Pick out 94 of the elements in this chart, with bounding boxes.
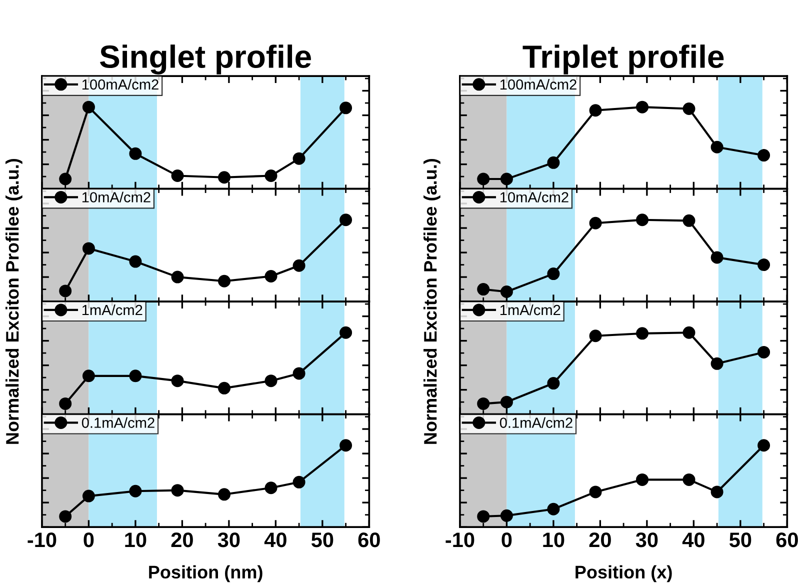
point [292, 152, 306, 165]
point [500, 396, 513, 408]
point [682, 473, 696, 486]
point [500, 509, 513, 522]
point [264, 169, 278, 182]
y-axis-title: Normalized Exciton Profilee (a.u.) [6, 158, 22, 444]
legend-label: 1mA/cm2 [500, 304, 560, 316]
x-tick-label: -10 [446, 532, 474, 548]
point [758, 439, 770, 452]
point [292, 259, 306, 272]
point [129, 370, 142, 382]
point [340, 326, 352, 339]
point [710, 357, 724, 370]
point [636, 473, 649, 486]
point [264, 270, 278, 282]
point [710, 140, 724, 154]
point [82, 490, 95, 502]
chart-title: Triplet profile [522, 44, 724, 74]
point [129, 147, 142, 160]
x-tick-label: 40 [264, 532, 286, 548]
x-tick-label: 20 [171, 532, 193, 548]
point [292, 476, 306, 488]
legend-label: 10mA/cm2 [82, 192, 150, 202]
point [59, 172, 72, 186]
point [589, 104, 602, 117]
point [758, 258, 770, 272]
point [710, 486, 724, 498]
point [477, 283, 490, 296]
point [59, 510, 72, 523]
point [218, 382, 231, 394]
x-tick-label: 0 [84, 532, 94, 548]
x-tick-label: 0 [502, 532, 512, 548]
point [636, 327, 649, 340]
point [340, 102, 352, 114]
point [758, 149, 770, 162]
point [171, 484, 184, 497]
point [547, 156, 560, 169]
point [500, 286, 513, 298]
point [292, 367, 306, 380]
point [129, 484, 142, 498]
point [710, 251, 724, 264]
point [682, 102, 696, 115]
point [340, 439, 352, 452]
legend-label: 1mA/cm2 [82, 304, 142, 316]
point [264, 482, 278, 494]
point [59, 397, 72, 410]
chart-title: Singlet profile [100, 44, 311, 74]
point [589, 330, 602, 342]
legend-label: 0.1mA/cm2 [500, 417, 572, 428]
x-tick-label: 10 [543, 532, 564, 548]
point [477, 397, 490, 410]
point [59, 284, 72, 298]
x-tick-label: 10 [125, 532, 146, 548]
x-tick-label: 60 [776, 532, 798, 548]
legend-label: 0.1mA/cm2 [82, 417, 154, 428]
point [477, 172, 490, 186]
x-tick-label: 40 [682, 532, 704, 548]
point [547, 502, 560, 516]
point [547, 377, 560, 390]
point [636, 214, 649, 226]
x-tick-label: 50 [729, 532, 752, 548]
x-tick-label: 30 [218, 532, 240, 548]
x-tick-label: -10 [28, 532, 56, 548]
point [218, 274, 231, 288]
point [589, 486, 602, 498]
point [589, 216, 602, 230]
point [129, 255, 142, 268]
x-tick-label: 30 [636, 532, 658, 548]
point [82, 242, 95, 255]
point [218, 171, 231, 184]
point [171, 374, 184, 388]
point [82, 370, 95, 382]
point [340, 214, 352, 226]
point [264, 374, 278, 388]
legend-label: 100mA/cm2 [82, 78, 158, 90]
x-tick-label: 50 [311, 532, 334, 548]
x-axis-title: Position (nm) [149, 565, 262, 582]
point [82, 100, 95, 114]
point [682, 214, 696, 227]
point [218, 488, 231, 501]
x-tick-label: 60 [358, 532, 380, 548]
point [682, 326, 696, 339]
point [171, 270, 184, 284]
y-axis-title: Normalized Exciton Profilee (a.u.) [424, 158, 440, 444]
x-axis-title: Position (x) [576, 565, 672, 582]
point [500, 172, 513, 186]
legend-label: 10mA/cm2 [500, 192, 568, 202]
legend-label: 100mA/cm2 [500, 78, 576, 90]
x-tick-label: 20 [589, 532, 611, 548]
point [758, 346, 770, 358]
point [547, 268, 560, 280]
point [171, 169, 184, 182]
point [477, 510, 490, 523]
point [636, 100, 649, 114]
